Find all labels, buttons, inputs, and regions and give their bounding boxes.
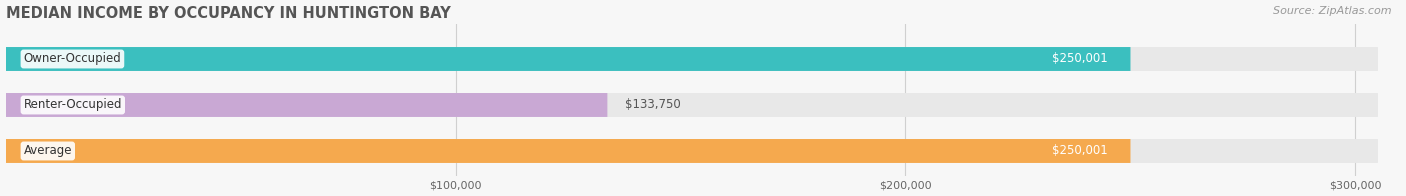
FancyBboxPatch shape bbox=[6, 93, 1378, 117]
FancyBboxPatch shape bbox=[6, 139, 1130, 163]
FancyBboxPatch shape bbox=[6, 139, 1378, 163]
Text: Owner-Occupied: Owner-Occupied bbox=[24, 53, 121, 65]
Text: MEDIAN INCOME BY OCCUPANCY IN HUNTINGTON BAY: MEDIAN INCOME BY OCCUPANCY IN HUNTINGTON… bbox=[6, 5, 450, 21]
Text: $250,001: $250,001 bbox=[1052, 144, 1108, 157]
FancyBboxPatch shape bbox=[6, 93, 607, 117]
Text: Average: Average bbox=[24, 144, 72, 157]
FancyBboxPatch shape bbox=[6, 47, 1130, 71]
Text: $250,001: $250,001 bbox=[1052, 53, 1108, 65]
Text: Renter-Occupied: Renter-Occupied bbox=[24, 98, 122, 112]
Text: $133,750: $133,750 bbox=[626, 98, 681, 112]
FancyBboxPatch shape bbox=[6, 47, 1378, 71]
Text: Source: ZipAtlas.com: Source: ZipAtlas.com bbox=[1274, 6, 1392, 16]
